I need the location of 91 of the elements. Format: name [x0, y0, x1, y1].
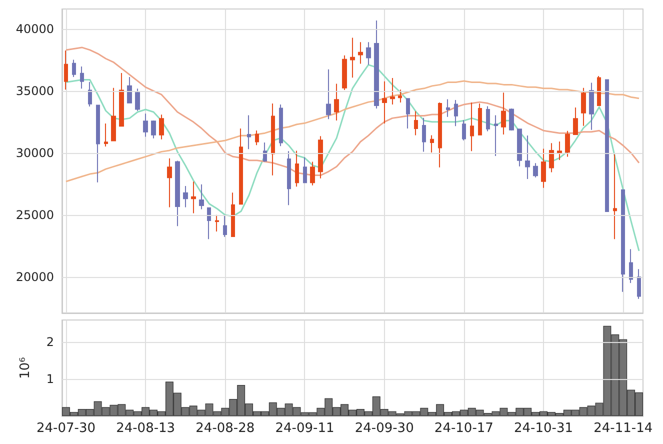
candlestick: [96, 104, 100, 183]
candlestick: [279, 104, 283, 147]
candlestick: [350, 37, 355, 78]
candlestick: [470, 102, 474, 152]
candlestick: [326, 68, 331, 120]
candlestick: [501, 92, 506, 135]
candlestick: [422, 117, 426, 152]
candlestick: [486, 106, 490, 132]
candlestick: [191, 181, 196, 214]
candlestick: [207, 207, 211, 240]
candlestick: [446, 98, 450, 118]
y-axis-title: 10⁶: [18, 357, 33, 379]
candlestick: [175, 160, 180, 227]
candlestick: [64, 50, 68, 90]
candlestick: [454, 99, 458, 127]
candlestick: [310, 161, 315, 186]
x-tick-label: 24-07-30: [36, 421, 96, 436]
candlestick: [605, 79, 609, 212]
candlestick: [143, 113, 148, 138]
y-tick-label: 30000: [16, 146, 54, 160]
candlestick: [295, 150, 299, 188]
candlestick: [287, 150, 291, 206]
candlestick: [581, 87, 586, 126]
candlestick: [549, 142, 554, 173]
y-tick-label: 25000: [16, 208, 54, 222]
candlestick: [199, 184, 204, 210]
candlestick: [525, 134, 530, 180]
candlestick: [430, 134, 434, 153]
candlestick: [111, 87, 116, 142]
candlestick: [573, 107, 578, 135]
candlestick: [629, 248, 633, 284]
candlestick: [406, 98, 410, 129]
line-series: [65, 64, 640, 252]
candlestick: [72, 59, 76, 78]
line-series: [65, 80, 640, 182]
candlestick: [541, 148, 546, 188]
candlestick: [374, 20, 379, 110]
candlestick: [167, 158, 172, 208]
candlestick: [104, 123, 108, 147]
x-tick-label: 24-10-31: [514, 421, 574, 436]
candlestick: [119, 72, 124, 127]
candlestick: [517, 128, 522, 167]
candlestick: [509, 108, 514, 131]
y-tick-label: 2: [46, 335, 54, 350]
candlestick: [342, 54, 347, 91]
candlestick: [414, 110, 418, 136]
candlestick: [597, 76, 601, 106]
x-tick-label: 24-09-30: [354, 421, 414, 436]
candlestick: [637, 268, 641, 300]
candlestick: [557, 141, 562, 161]
candlestick: [358, 42, 363, 64]
x-tick-label: 24-08-13: [116, 421, 176, 436]
candlestick: [183, 185, 188, 208]
candlestick: [159, 114, 164, 140]
candlestick: [263, 142, 267, 162]
candlestick: [271, 103, 275, 176]
x-tick-label: 24-11-14: [594, 421, 653, 436]
candlestick: [80, 66, 84, 90]
candlestick: [231, 192, 235, 237]
y-tick-label: 40000: [16, 22, 54, 36]
y-tick-label: 20000: [16, 270, 54, 284]
candlestick: [239, 128, 243, 205]
candlestick: [613, 154, 617, 240]
candlestick: [127, 76, 132, 104]
y-tick-label: 35000: [16, 84, 54, 98]
candlestick: [88, 81, 92, 108]
candlestick: [382, 80, 387, 124]
candlestick: [398, 89, 402, 104]
line-series: [65, 46, 640, 176]
candlestick: [223, 215, 227, 238]
candlestick: [565, 130, 570, 158]
candlestick: [303, 156, 307, 184]
candlestick: [247, 114, 251, 150]
y-tick-label: 1: [46, 372, 54, 386]
candlestick: [390, 77, 395, 106]
candlestick: [589, 82, 594, 130]
candlestick: [334, 83, 339, 122]
candlestick: [366, 42, 371, 66]
candlestick: [462, 120, 466, 141]
candlestick: [135, 88, 140, 112]
candlestick: [318, 136, 323, 179]
x-tick-label: 24-10-17: [434, 421, 494, 436]
candlestick: [151, 120, 156, 139]
candlestick: [215, 214, 219, 232]
candlestick: [494, 114, 498, 157]
x-tick-label: 24-08-28: [196, 421, 255, 436]
candlestick: [438, 102, 442, 168]
candlestick: [255, 130, 259, 146]
candlestick: [478, 103, 482, 136]
x-tick-label: 24-09-11: [275, 421, 334, 436]
candlestick: [533, 162, 538, 178]
